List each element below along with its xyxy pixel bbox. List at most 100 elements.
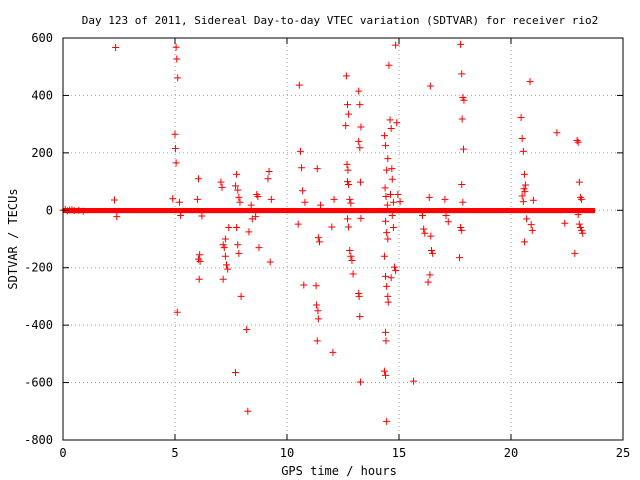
data-point	[575, 178, 583, 186]
data-point	[196, 251, 204, 259]
data-point	[521, 188, 529, 196]
data-point	[380, 132, 388, 140]
data-point	[389, 224, 397, 232]
data-point	[380, 252, 388, 260]
data-point	[460, 145, 468, 153]
data-point	[347, 199, 355, 207]
data-point	[579, 229, 587, 237]
data-point	[177, 211, 185, 219]
data-point	[237, 292, 245, 300]
data-point	[519, 198, 527, 206]
data-point	[171, 145, 179, 153]
data-point	[235, 249, 243, 257]
data-point	[112, 43, 120, 51]
data-point	[357, 214, 365, 222]
data-point	[382, 193, 390, 201]
data-point	[384, 155, 392, 163]
data-point	[459, 93, 467, 101]
data-point	[329, 348, 337, 356]
data-point	[266, 258, 274, 266]
data-point	[173, 308, 181, 316]
data-point	[391, 263, 399, 271]
data-point	[427, 232, 435, 240]
data-point	[343, 101, 351, 109]
data-point	[383, 201, 391, 209]
data-point	[317, 201, 325, 209]
data-point	[198, 212, 206, 220]
data-point	[171, 130, 179, 138]
chart-title: Day 123 of 2011, Sidereal Day-to-day VTE…	[82, 14, 599, 27]
data-point	[387, 124, 395, 132]
data-point	[235, 193, 243, 201]
x-tick-label: 10	[280, 446, 294, 460]
data-point	[234, 241, 242, 249]
data-point	[383, 166, 391, 174]
data-point	[236, 198, 244, 206]
data-point	[219, 275, 227, 283]
data-point	[233, 170, 241, 178]
data-point	[528, 226, 536, 234]
data-point	[442, 211, 450, 219]
data-point	[383, 229, 391, 237]
data-point	[223, 261, 231, 269]
y-axis-label: SDTVAR / TECUs	[6, 188, 20, 289]
x-tick-label: 0	[59, 446, 66, 460]
data-point	[243, 325, 251, 333]
data-point	[247, 201, 255, 209]
data-point	[410, 377, 418, 385]
data-point	[522, 181, 530, 189]
data-point	[382, 272, 390, 280]
plot-frame	[62, 37, 624, 441]
data-point	[255, 244, 263, 252]
data-point	[231, 369, 239, 377]
data-point	[195, 275, 203, 283]
data-point	[425, 193, 433, 201]
data-point	[393, 119, 401, 127]
data-point	[342, 72, 350, 80]
x-axis-tick-labels: 0 5 10 15 20 25	[59, 446, 630, 460]
data-point	[382, 217, 390, 225]
grid-lines	[63, 38, 623, 440]
data-point	[193, 195, 201, 203]
y-tick-label: -200	[24, 261, 53, 275]
data-point	[523, 215, 531, 223]
data-point	[356, 313, 364, 321]
data-point	[458, 115, 466, 123]
data-point	[520, 185, 528, 193]
data-point	[553, 129, 561, 137]
data-point	[346, 195, 354, 203]
data-point	[420, 225, 428, 233]
y-tick-label: 600	[31, 31, 53, 45]
data-point	[300, 281, 308, 289]
data-point	[382, 142, 390, 150]
data-point	[75, 206, 83, 214]
data-point	[380, 367, 388, 375]
data-point	[458, 226, 466, 234]
data-point	[388, 175, 396, 183]
data-point	[344, 166, 352, 174]
data-point	[347, 252, 355, 260]
x-tick-label: 20	[504, 446, 518, 460]
y-tick-label: -400	[24, 318, 53, 332]
data-point	[392, 267, 400, 275]
data-point	[574, 211, 582, 219]
data-point	[388, 211, 396, 219]
data-point	[221, 252, 229, 260]
data-point	[426, 82, 434, 90]
data-point	[330, 195, 338, 203]
data-point	[343, 178, 351, 186]
data-point	[578, 226, 586, 234]
data-point	[419, 211, 427, 219]
data-point	[219, 241, 227, 249]
data-point	[252, 213, 260, 221]
data-point	[113, 213, 121, 221]
data-point	[224, 265, 232, 273]
data-point	[221, 235, 229, 243]
data-point	[455, 254, 463, 262]
data-point	[225, 224, 233, 232]
y-tick-label: -600	[24, 376, 53, 390]
data-point	[426, 271, 434, 279]
data-point	[520, 238, 528, 246]
data-point	[427, 246, 435, 254]
